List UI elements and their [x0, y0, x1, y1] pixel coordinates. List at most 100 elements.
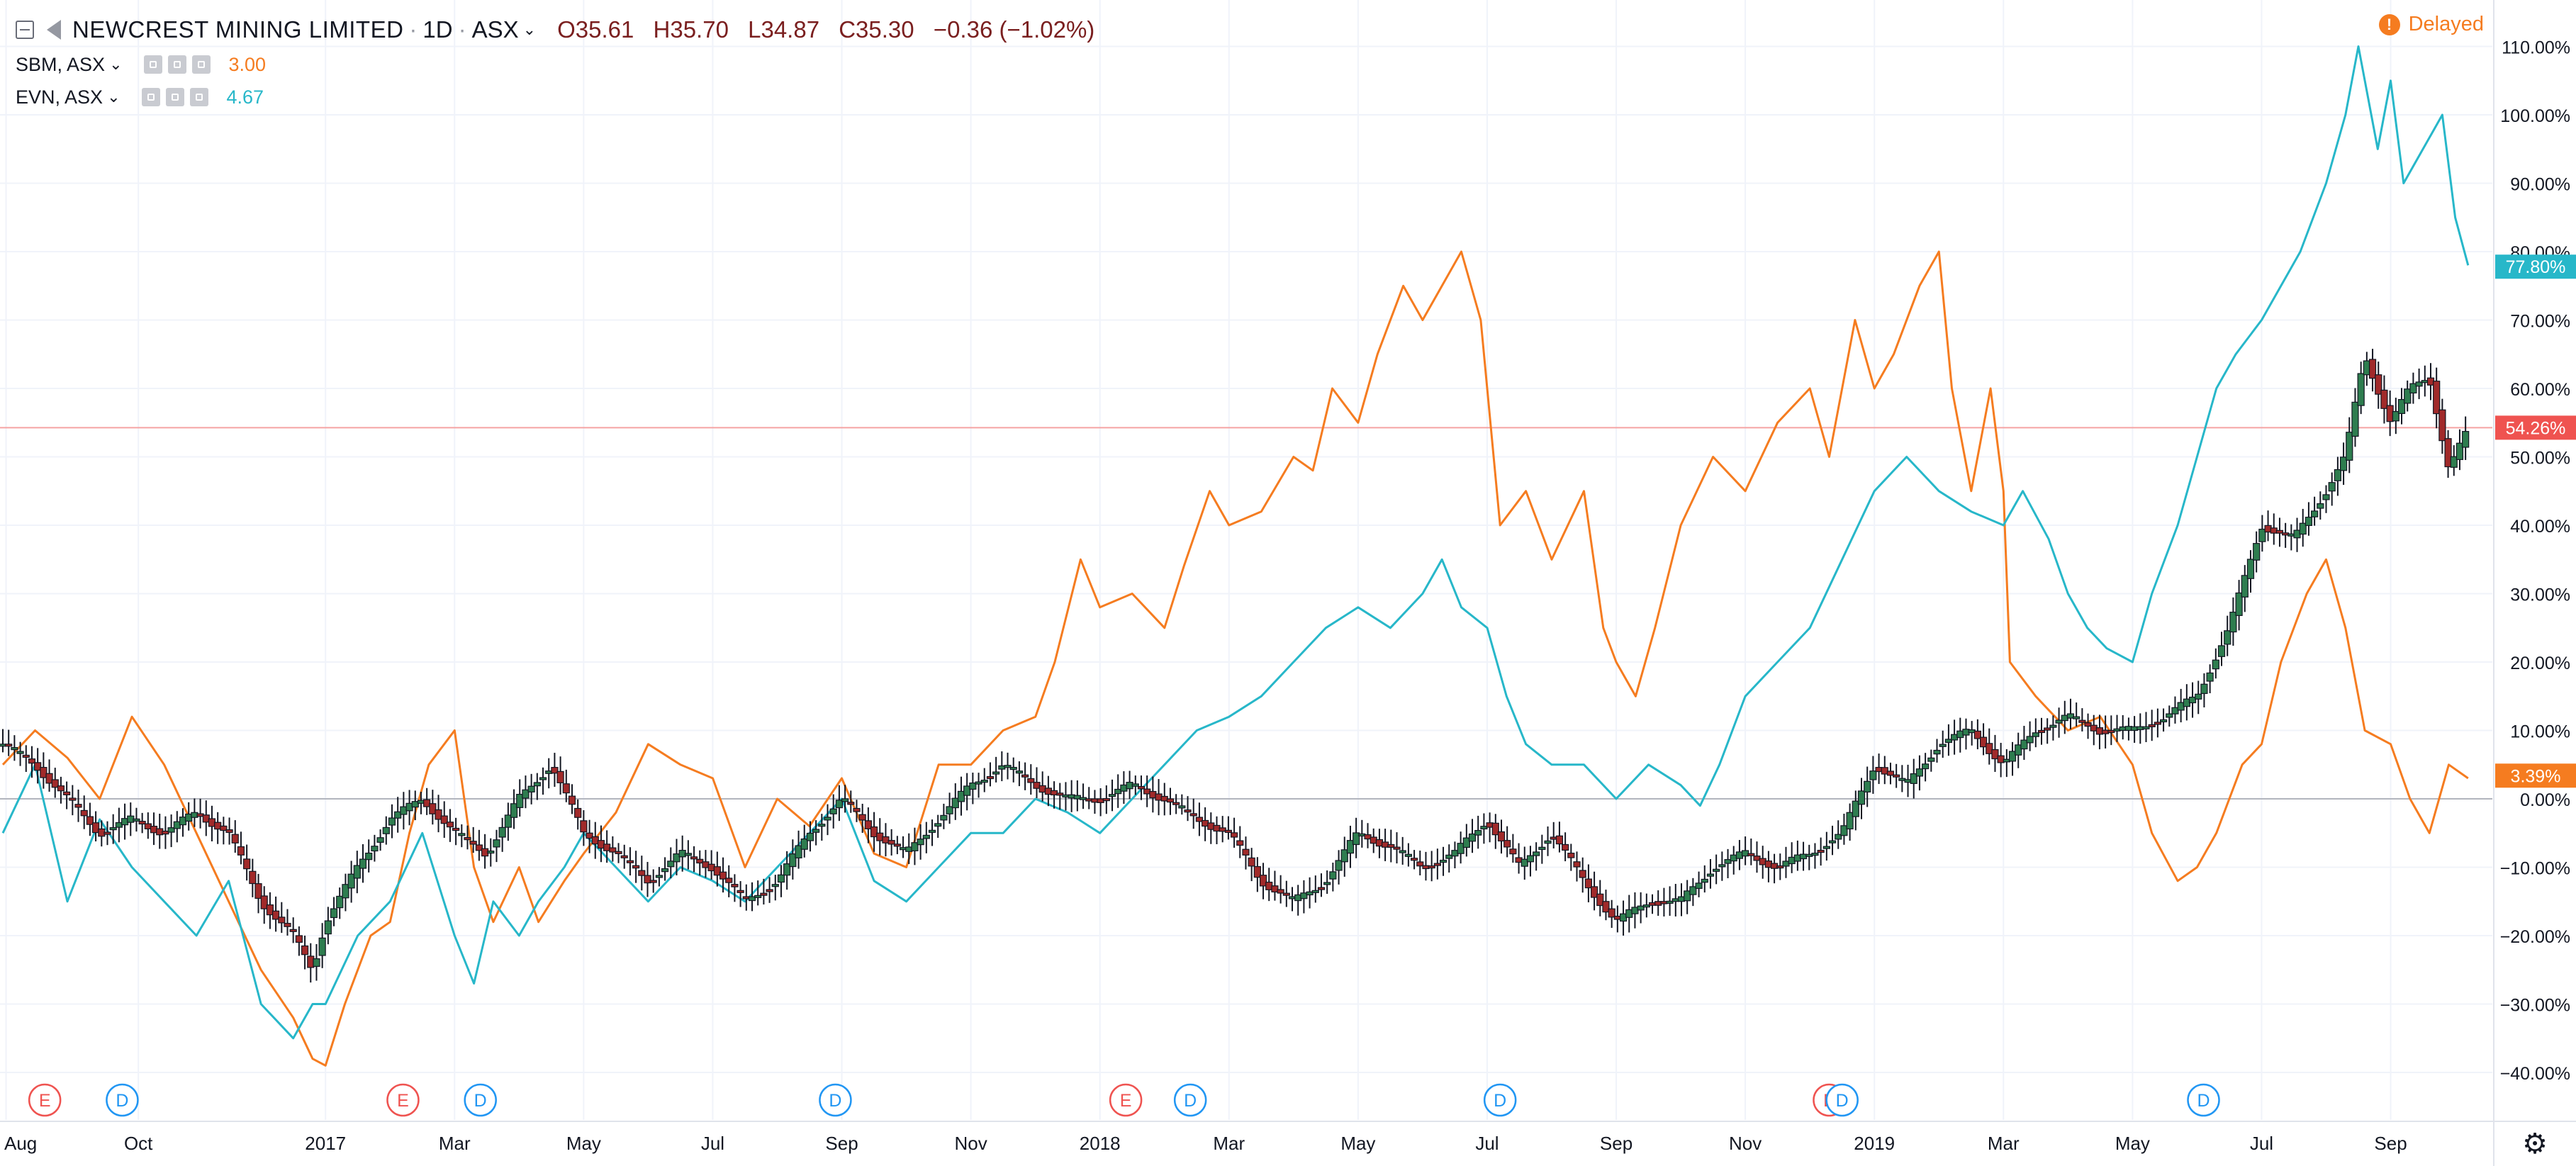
candle[interactable]: [957, 790, 965, 802]
candle[interactable]: [737, 890, 744, 893]
candle[interactable]: [1544, 840, 1552, 844]
candle[interactable]: [812, 829, 820, 833]
candle[interactable]: [2020, 739, 2028, 750]
candle[interactable]: [2171, 707, 2179, 714]
candle[interactable]: [748, 896, 756, 902]
candle[interactable]: [2217, 645, 2226, 657]
candle[interactable]: [1631, 907, 1639, 914]
candle[interactable]: [1811, 853, 1819, 856]
candle[interactable]: [1457, 843, 1465, 854]
candle[interactable]: [1852, 800, 1859, 817]
candle[interactable]: [1428, 865, 1435, 869]
candle[interactable]: [1573, 861, 1581, 868]
candle[interactable]: [1021, 774, 1029, 778]
candle[interactable]: [1933, 749, 1941, 755]
candle[interactable]: [1300, 892, 1308, 899]
candle[interactable]: [771, 884, 779, 887]
candle[interactable]: [2438, 409, 2446, 442]
candle[interactable]: [1526, 855, 1535, 863]
candle[interactable]: [1277, 889, 1284, 894]
candle[interactable]: [667, 861, 675, 868]
candle[interactable]: [847, 802, 855, 805]
candle[interactable]: [1835, 834, 1842, 840]
candle[interactable]: [1462, 837, 1470, 848]
candle[interactable]: [951, 797, 959, 809]
candle[interactable]: [673, 853, 681, 863]
candle[interactable]: [1497, 831, 1506, 842]
candle[interactable]: [1166, 798, 1175, 803]
candle[interactable]: [2433, 381, 2441, 415]
candle[interactable]: [2305, 517, 2313, 526]
candle[interactable]: [440, 815, 448, 824]
candle[interactable]: [86, 816, 94, 825]
candle[interactable]: [1724, 859, 1732, 864]
delayed-status[interactable]: ! Delayed: [2378, 13, 2484, 36]
candle[interactable]: [864, 820, 872, 829]
candle[interactable]: [109, 827, 117, 831]
candle[interactable]: [992, 771, 1000, 775]
candle[interactable]: [2380, 389, 2388, 409]
candle[interactable]: [551, 767, 559, 774]
dividend-marker[interactable]: [1483, 1083, 1517, 1117]
candle[interactable]: [2404, 388, 2412, 404]
candle[interactable]: [1718, 864, 1726, 868]
candle[interactable]: [527, 785, 535, 792]
dividend-marker[interactable]: [819, 1083, 852, 1117]
candle[interactable]: [1567, 853, 1575, 858]
candle[interactable]: [615, 851, 622, 854]
eye-icon[interactable]: [143, 55, 162, 74]
candle[interactable]: [2107, 729, 2115, 734]
candle[interactable]: [980, 780, 988, 783]
candle[interactable]: [330, 908, 338, 919]
candle[interactable]: [1399, 850, 1406, 853]
candle[interactable]: [22, 754, 30, 758]
dividend-marker[interactable]: [1825, 1083, 1859, 1117]
candle[interactable]: [789, 853, 797, 868]
gear-icon[interactable]: [167, 55, 186, 74]
chevron-down-icon[interactable]: ⌄: [109, 55, 123, 73]
dividend-marker[interactable]: [1173, 1083, 1207, 1117]
candle[interactable]: [2154, 722, 2161, 725]
candle[interactable]: [580, 820, 588, 833]
candle[interactable]: [423, 799, 431, 807]
candle[interactable]: [45, 773, 53, 784]
candle[interactable]: [986, 775, 995, 780]
candle[interactable]: [2084, 722, 2092, 727]
candle[interactable]: [371, 846, 379, 852]
candle[interactable]: [1329, 871, 1337, 880]
candle[interactable]: [57, 785, 65, 792]
candle[interactable]: [318, 937, 326, 956]
candle[interactable]: [1404, 853, 1412, 857]
candle[interactable]: [324, 920, 332, 935]
candle[interactable]: [539, 777, 547, 780]
candle[interactable]: [1108, 794, 1116, 797]
candle[interactable]: [963, 785, 971, 796]
candle[interactable]: [2455, 442, 2464, 460]
candle[interactable]: [289, 929, 297, 932]
candle[interactable]: [5, 744, 13, 747]
candle[interactable]: [853, 807, 861, 812]
candle[interactable]: [969, 783, 977, 790]
candle[interactable]: [2235, 592, 2243, 616]
candle[interactable]: [516, 794, 524, 808]
series-line[interactable]: [1, 250, 2469, 1067]
candle[interactable]: [1340, 849, 1348, 863]
candle[interactable]: [284, 923, 291, 927]
candle[interactable]: [766, 889, 773, 892]
candle[interactable]: [1387, 843, 1395, 848]
candle[interactable]: [777, 874, 785, 883]
candle[interactable]: [1886, 770, 1895, 776]
gear-icon[interactable]: [165, 88, 184, 106]
candle[interactable]: [533, 782, 541, 787]
candle[interactable]: [80, 809, 88, 817]
candle[interactable]: [1219, 827, 1226, 832]
candle[interactable]: [1584, 878, 1592, 889]
close-icon[interactable]: [191, 55, 211, 74]
candle[interactable]: [376, 837, 384, 843]
candle[interactable]: [1602, 901, 1610, 913]
candle[interactable]: [1881, 767, 1888, 775]
candle[interactable]: [806, 832, 814, 841]
candle[interactable]: [1509, 848, 1517, 855]
candle[interactable]: [2462, 431, 2470, 448]
candle[interactable]: [638, 870, 646, 876]
